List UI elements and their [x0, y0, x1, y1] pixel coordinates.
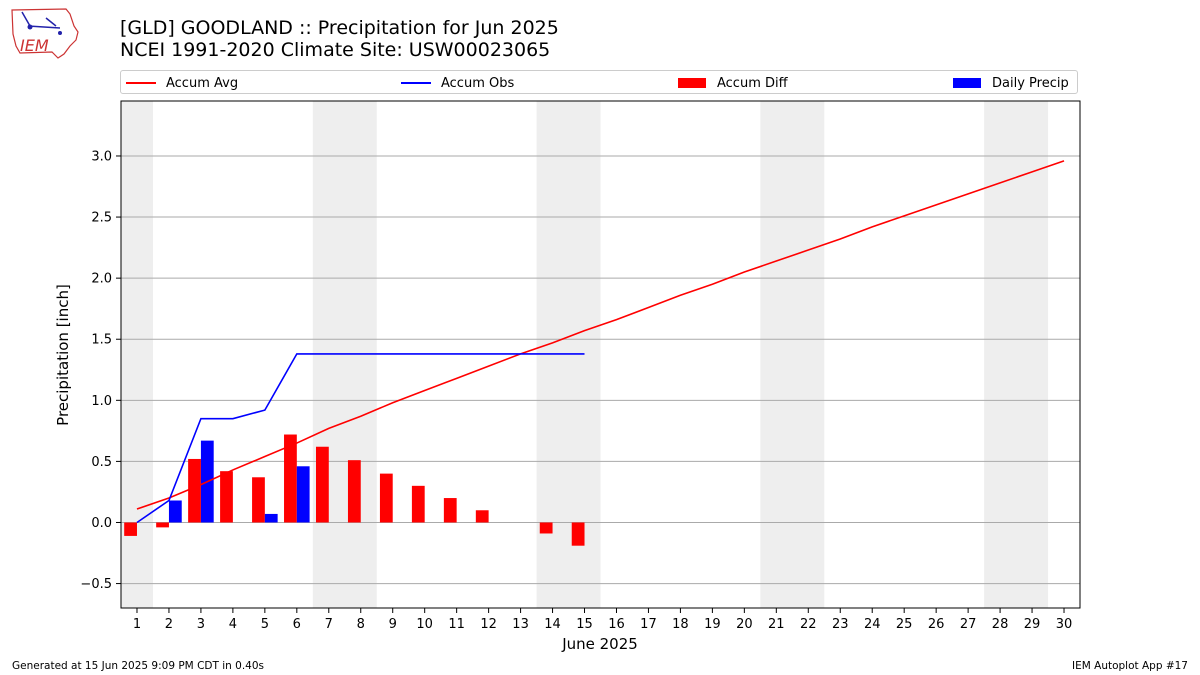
y-tick-label: 3.0 [91, 149, 112, 164]
accum-diff-bar [443, 498, 457, 523]
legend-accum-avg: Accum Avg [126, 74, 238, 92]
x-tick-label: 26 [928, 617, 945, 632]
x-tick-label: 25 [896, 617, 913, 632]
generated-note: Generated at 15 Jun 2025 9:09 PM CDT in … [12, 660, 265, 672]
accum-diff-bar [188, 458, 201, 523]
weekend-band [121, 101, 153, 608]
accum-diff-bar [220, 471, 233, 523]
accum-diff-bar [252, 477, 265, 523]
x-tick-label: 23 [832, 617, 849, 632]
accum-avg-line [136, 160, 1065, 510]
accum-diff-bar [124, 522, 137, 536]
accum-diff-bar [284, 434, 297, 523]
title-line1: [GLD] GOODLAND :: Precipitation for Jun … [120, 17, 559, 39]
accum-diff-bar [475, 510, 489, 523]
plot-frame [120, 100, 1081, 609]
x-tick-label: 1 [133, 617, 141, 632]
legend-accum-diff: Accum Diff [678, 74, 788, 92]
accum-diff-bar [571, 522, 585, 546]
legend-daily-precip: Daily Precip [953, 74, 1069, 92]
x-tick-label: 16 [608, 617, 625, 632]
x-tick-label: 28 [992, 617, 1009, 632]
daily-precip-bar [200, 440, 214, 523]
legend-line-icon [126, 82, 156, 84]
app-note: IEM Autoplot App #17 [1072, 660, 1188, 672]
legend-accum-obs: Accum Obs [401, 74, 514, 92]
accum-diff-bar [315, 446, 329, 523]
daily-precip-bar [168, 500, 182, 523]
x-tick-label: 29 [1024, 617, 1041, 632]
y-axis-label: Precipitation [inch] [54, 284, 72, 426]
accum-diff-bar [411, 485, 425, 523]
chart-title: [GLD] GOODLAND :: Precipitation for Jun … [120, 17, 559, 61]
x-tick-label: 9 [389, 617, 397, 632]
x-tick-label: 8 [357, 617, 365, 632]
x-tick-label: 4 [229, 617, 237, 632]
y-tick-label: 1.0 [91, 394, 112, 409]
x-tick-label: 12 [480, 617, 497, 632]
y-tick-label: 1.5 [91, 333, 112, 348]
x-tick-label: 13 [512, 617, 529, 632]
accum-diff-bar [539, 522, 553, 534]
x-tick-label: 2 [165, 617, 173, 632]
x-tick-label: 6 [293, 617, 301, 632]
x-tick-label: 22 [800, 617, 817, 632]
y-tick-label: 0.5 [91, 455, 112, 470]
x-tick-label: 3 [197, 617, 205, 632]
x-tick-label: 19 [704, 617, 721, 632]
y-tick-label: 0.0 [91, 516, 112, 531]
x-axis-label: June 2025 [561, 635, 638, 653]
iem-logo: IEM [11, 8, 79, 59]
y-tick-label: 2.5 [91, 211, 112, 226]
daily-precip-bar [296, 466, 310, 523]
weekend-band [984, 101, 1049, 608]
title-line2: NCEI 1991-2020 Climate Site: USW00023065 [120, 39, 551, 61]
daily-precip-bar [264, 513, 278, 523]
x-tick-label: 14 [544, 617, 561, 632]
x-tick-label: 11 [448, 617, 465, 632]
x-tick-label: 20 [736, 617, 753, 632]
legend-box-icon [953, 78, 981, 88]
x-tick-label: 15 [576, 617, 593, 632]
legend: Accum Avg Accum Obs Accum Diff Daily Pre… [120, 70, 1078, 94]
x-tick-label: 30 [1056, 617, 1073, 632]
x-tick-label: 17 [640, 617, 657, 632]
legend-label: Daily Precip [992, 75, 1069, 91]
x-tick-label: 21 [768, 617, 785, 632]
legend-label: Accum Obs [441, 75, 515, 91]
legend-label: Accum Diff [717, 75, 788, 91]
x-tick-label: 24 [864, 617, 881, 632]
x-tick-label: 10 [416, 617, 433, 632]
x-tick-label: 5 [261, 617, 269, 632]
y-tick-label: −0.5 [80, 577, 112, 592]
legend-box-icon [678, 78, 706, 88]
weekend-band [760, 101, 825, 608]
weekend-band [536, 101, 601, 608]
x-tick-label: 18 [672, 617, 689, 632]
accum-diff-bar [379, 473, 393, 523]
legend-label: Accum Avg [166, 75, 239, 91]
accum-obs-line [136, 353, 585, 524]
x-tick-label: 7 [325, 617, 333, 632]
accum-diff-bar [156, 522, 169, 528]
legend-line-icon [401, 82, 431, 84]
accum-diff-bar [347, 460, 361, 523]
weekend-band [312, 101, 377, 608]
y-tick-label: 2.0 [91, 272, 112, 287]
x-tick-label: 27 [960, 617, 977, 632]
logo-text: IEM [20, 36, 49, 55]
